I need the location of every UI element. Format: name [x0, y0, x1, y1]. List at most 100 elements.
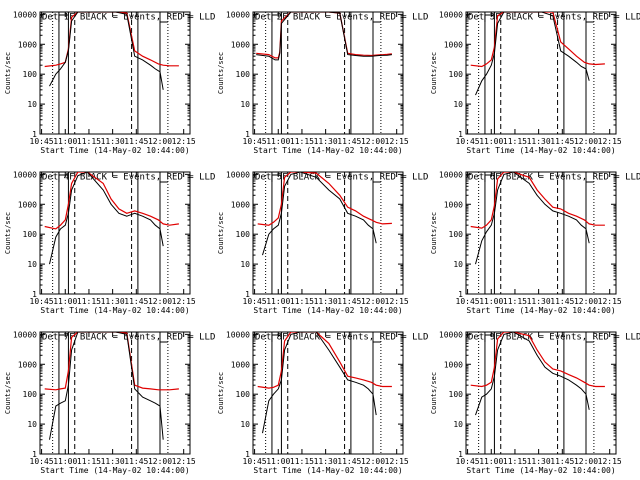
- detector-panel-7: Det 7F BLACK = Events, RED = LLD 1 10 100 10…: [4, 330, 215, 475]
- y-axis-label: Counts/sec: [4, 212, 12, 254]
- x-tick-label: 11:30: [314, 297, 338, 306]
- y-tick-label: 10: [453, 100, 463, 109]
- x-tick-label: 12:15: [172, 137, 196, 146]
- y-tick-label: 1000: [444, 360, 463, 369]
- detector-panel-8: Det 8F BLACK = Events, RED = LLD 1 10 100 10…: [217, 330, 428, 475]
- y-tick-label: 10000: [226, 10, 250, 19]
- interval-bracket: [159, 175, 168, 183]
- x-tick-label: 12:15: [385, 297, 409, 306]
- x-tick-label: 11:00: [266, 457, 290, 466]
- x-tick-label: 10:45: [243, 457, 267, 466]
- x-tick-label: 11:00: [479, 297, 503, 306]
- x-tick-label: 11:45: [337, 297, 361, 306]
- x-tick-label: 11:45: [124, 457, 148, 466]
- y-tick-label: 10: [27, 420, 37, 429]
- x-tick-label: 11:45: [550, 297, 574, 306]
- x-axis-label: Start Time (14-May-02 10:44:00): [253, 146, 402, 155]
- x-tick-label: 12:15: [598, 137, 622, 146]
- x-tick-label: 11:45: [124, 297, 148, 306]
- plot-frame: [465, 331, 617, 455]
- x-tick-label: 11:45: [124, 137, 148, 146]
- y-axis-label: Counts/sec: [430, 212, 438, 254]
- detector-panel-9: Det 9F BLACK = Events, RED = LLD 1 10 100 10…: [430, 330, 640, 475]
- x-axis-label: Start Time (14-May-02 10:44:00): [466, 306, 615, 315]
- y-tick-label: 100: [236, 230, 251, 239]
- panel-title: Det 2F BLACK = Events, RED = LLD: [255, 13, 428, 23]
- x-tick-label: 11:30: [314, 457, 338, 466]
- x-tick-label: 10:45: [456, 457, 480, 466]
- interval-bracket: [484, 14, 495, 22]
- y-axis-label: Counts/sec: [4, 52, 12, 94]
- y-tick-label: 1: [245, 290, 250, 299]
- interval-bracket: [585, 15, 594, 23]
- detector-panel-5: Det 5F BLACK = Events, RED = LLD 1 10 100 10…: [217, 170, 428, 315]
- interval-bracket: [372, 335, 381, 343]
- y-tick-label: 1: [458, 130, 463, 139]
- x-tick-label: 12:00: [148, 137, 172, 146]
- y-tick-label: 10000: [13, 170, 37, 179]
- y-tick-label: 10: [27, 100, 37, 109]
- x-tick-label: 11:15: [503, 137, 527, 146]
- panel-title: Det 9F BLACK = Events, RED = LLD: [468, 333, 640, 343]
- plot-frame: [252, 331, 404, 455]
- y-tick-label: 1000: [231, 40, 250, 49]
- x-tick-label: 10:45: [30, 297, 54, 306]
- lld-series-line: [44, 172, 179, 230]
- y-tick-label: 1: [245, 450, 250, 459]
- y-tick-label: 10: [453, 260, 463, 269]
- lld-series-line: [470, 332, 605, 388]
- y-tick-label: 10: [240, 420, 250, 429]
- interval-bracket: [159, 15, 168, 23]
- events-series-line: [256, 12, 392, 61]
- y-axis-label: Counts/sec: [4, 372, 12, 414]
- x-axis-label: Start Time (14-May-02 10:44:00): [253, 306, 402, 315]
- panel-title: Det 5F BLACK = Events, RED = LLD: [255, 173, 428, 183]
- y-axis-label: Counts/sec: [217, 212, 225, 254]
- x-tick-label: 12:15: [598, 457, 622, 466]
- y-tick-label: 1: [32, 450, 37, 459]
- plot-frame: [465, 171, 617, 295]
- x-tick-label: 11:30: [101, 297, 125, 306]
- x-tick-label: 11:15: [77, 297, 101, 306]
- x-tick-label: 12:00: [574, 297, 598, 306]
- events-series-line: [49, 172, 164, 265]
- x-tick-label: 12:15: [385, 457, 409, 466]
- interval-bracket: [484, 334, 495, 342]
- y-tick-label: 100: [236, 70, 251, 79]
- y-tick-label: 10000: [226, 330, 250, 339]
- x-axis-label: Start Time (14-May-02 10:44:00): [40, 146, 189, 155]
- interval-bracket: [484, 174, 495, 182]
- x-tick-label: 11:30: [527, 297, 551, 306]
- x-tick-label: 12:15: [172, 457, 196, 466]
- y-axis-label: Counts/sec: [217, 52, 225, 94]
- x-tick-label: 10:45: [30, 457, 54, 466]
- y-tick-label: 10: [240, 260, 250, 269]
- y-tick-label: 100: [236, 390, 251, 399]
- lld-series-line: [257, 172, 392, 226]
- y-tick-label: 100: [23, 390, 38, 399]
- detector-panel-4: Det 4F BLACK = Events, RED = LLD 1 10 100 10…: [4, 170, 215, 315]
- lld-series-line: [257, 332, 392, 389]
- interval-bracket: [159, 335, 168, 343]
- x-axis-label: Start Time (14-May-02 10:44:00): [466, 146, 615, 155]
- x-tick-label: 11:45: [337, 457, 361, 466]
- x-axis-label: Start Time (14-May-02 10:44:00): [40, 306, 189, 315]
- x-tick-label: 11:00: [53, 297, 77, 306]
- x-tick-label: 11:30: [527, 137, 551, 146]
- y-tick-label: 1000: [444, 200, 463, 209]
- x-tick-label: 12:15: [172, 297, 196, 306]
- y-tick-label: 10000: [439, 170, 463, 179]
- x-tick-label: 10:45: [30, 137, 54, 146]
- x-tick-label: 11:15: [77, 457, 101, 466]
- x-tick-label: 12:00: [148, 297, 172, 306]
- x-tick-label: 11:45: [550, 137, 574, 146]
- x-tick-label: 12:00: [574, 457, 598, 466]
- x-tick-label: 12:00: [574, 137, 598, 146]
- y-tick-label: 1000: [444, 40, 463, 49]
- interval-bracket: [372, 15, 381, 23]
- x-tick-label: 11:00: [266, 137, 290, 146]
- y-tick-label: 1: [458, 450, 463, 459]
- x-tick-label: 10:45: [456, 137, 480, 146]
- y-tick-label: 10: [453, 420, 463, 429]
- x-tick-label: 11:00: [479, 137, 503, 146]
